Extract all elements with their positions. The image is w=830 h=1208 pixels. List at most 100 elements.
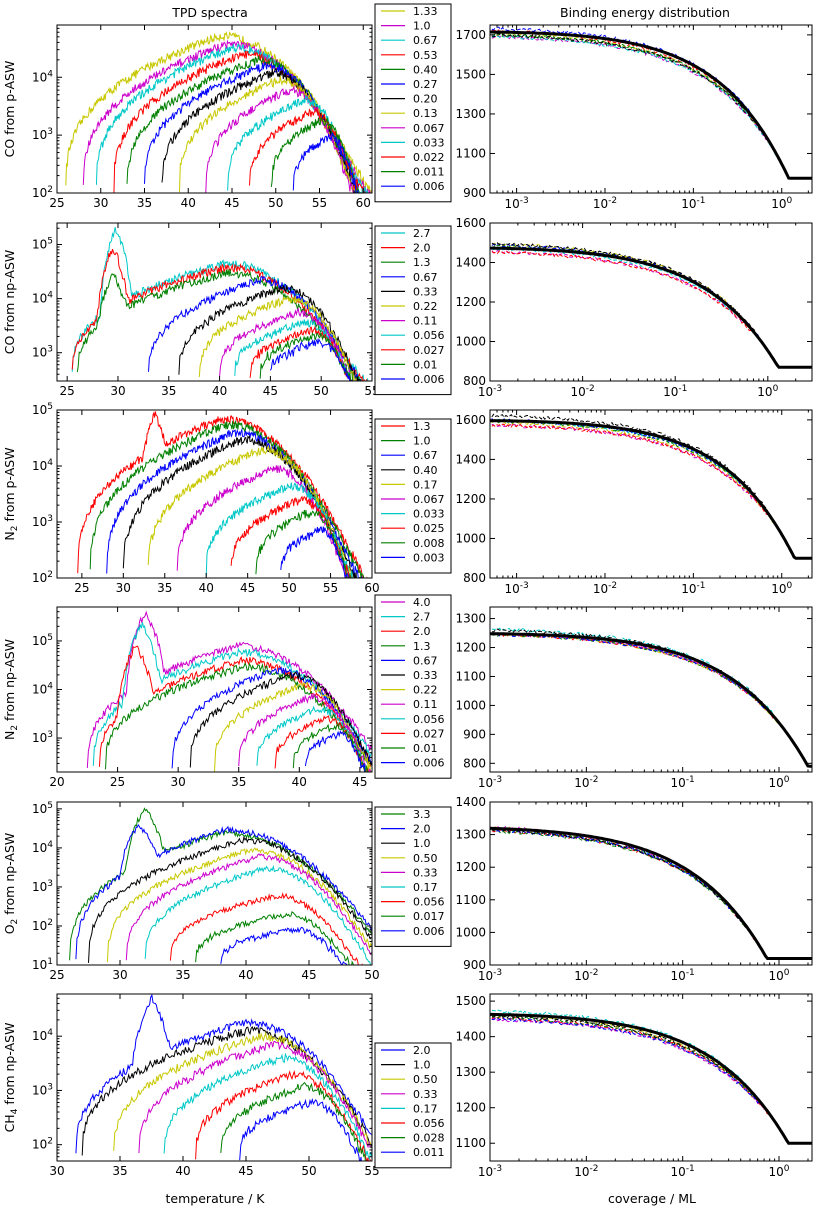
legend-label: 0.003: [413, 551, 445, 564]
be-y-tick-label: 1100: [455, 893, 486, 907]
be-axes-frame: [489, 24, 813, 194]
legend-label: 0.067: [413, 493, 445, 506]
tpd-series-0.027: [249, 325, 352, 381]
tpd-series-0.22: [198, 295, 358, 381]
be-x-tick-label: 10-2: [570, 384, 594, 399]
tpd-series-0.50: [106, 847, 372, 963]
legend-label: 0.056: [413, 896, 445, 909]
be-x-tick-label: 10-1: [671, 775, 695, 790]
tpd-series-0.017: [195, 911, 357, 965]
tpd-y-tick-label: 102: [32, 185, 53, 200]
tpd-axes-frame: [56, 801, 373, 966]
legend-label: 2.0: [413, 823, 431, 836]
tpd-x-tick-label: 25: [74, 581, 89, 595]
tpd-y-tick-label: 102: [32, 570, 53, 585]
legend-label: 0.056: [413, 713, 445, 726]
be-curves: [490, 825, 812, 961]
be-y-tick-label: 800: [463, 571, 486, 585]
be-x-tick-label: 100: [769, 1164, 790, 1179]
tpd-series-0.22: [214, 681, 372, 772]
tpd-curves: [86, 610, 372, 772]
be-data-curve-m: [491, 35, 770, 143]
tpd-x-tick-label: 30: [110, 384, 125, 398]
tpd-series-0.33: [125, 853, 372, 961]
be-y-tick-label: 1400: [455, 452, 486, 466]
panel-row-3: 25 30 35 40 45 50 55 60 102 103 104 105 N2 from p-AS…: [2, 402, 813, 596]
legend-label: 0.17: [413, 1102, 438, 1115]
be-curves: [490, 242, 812, 369]
be-curves: [490, 26, 812, 180]
be-data-curve-c: [491, 247, 767, 348]
legend-label: 0.53: [413, 49, 438, 62]
be-y-tick-label: 1000: [455, 531, 486, 545]
legend-label: 1.3: [413, 640, 431, 653]
tpd-x-tick-label: 35: [112, 1164, 127, 1178]
be-data-curve-r: [491, 423, 768, 516]
be-data-curve-k: [491, 33, 779, 160]
legend-label: 0.50: [413, 852, 438, 865]
legend-box: [374, 3, 452, 203]
be-fit-curve: [490, 1012, 812, 1145]
legend-label: 0.40: [413, 464, 438, 477]
tpd-series-1.0: [81, 1026, 372, 1156]
tpd-x-tick-label: 50: [268, 196, 283, 210]
tpd-y-tick-label: 102: [32, 918, 53, 933]
be-fit-curve: [490, 30, 812, 180]
tpd-y-tick-label: 105: [32, 402, 53, 417]
tpd-y-tick-label: 103: [32, 514, 53, 529]
tpd-series-2.0: [71, 248, 368, 381]
be-x-tick-label: 100: [771, 196, 792, 211]
tpd-series-0.17: [163, 1052, 372, 1161]
panel-row-5: 25 30 35 40 45 50 101 102 103 104 105 O2 from np-AS…: [2, 795, 813, 983]
legend-label: 4.0: [413, 596, 431, 609]
tpd-series-0.008: [255, 509, 351, 578]
tpd-y-tick-label: 103: [32, 879, 53, 894]
be-x-tick-label: 100: [757, 384, 778, 399]
tpd-y-axis-label: CO from np-ASW: [2, 250, 17, 355]
be-y-tick-label: 1600: [455, 413, 486, 427]
legend-label: 0.027: [413, 727, 445, 740]
be-data-curve-b: [491, 828, 745, 924]
tpd-series-0.025: [230, 495, 352, 578]
tpd-series-1.0: [88, 835, 372, 963]
tpd-x-tick-label: 45: [238, 1164, 253, 1178]
tpd-y-tick-label: 104: [32, 682, 53, 697]
tpd-x-tick-label: 40: [175, 1164, 190, 1178]
be-data-curve-y: [491, 420, 774, 523]
legend-label: 0.13: [413, 107, 438, 120]
legend-label: 0.033: [413, 136, 445, 149]
tpd-series-0.003: [280, 526, 349, 578]
be-x-tick-label: 10-2: [574, 775, 598, 790]
tpd-x-tick-label: 30: [116, 581, 131, 595]
be-y-tick-label: 1300: [455, 828, 486, 842]
legend-label: 1.0: [413, 20, 431, 33]
be-fit-curve: [490, 826, 812, 960]
legend-label: 0.33: [413, 866, 438, 879]
tpd-y-tick-label: 103: [32, 730, 53, 745]
tpd-series-0.67: [148, 275, 363, 381]
be-x-tick-label: 10-3: [478, 775, 502, 790]
tpd-series-0.056: [169, 892, 363, 965]
be-y-tick-label: 900: [463, 958, 486, 972]
tpd-y-tick-label: 104: [32, 840, 53, 855]
be-x-tick-label: 10-3: [504, 581, 528, 596]
be-data-curve-k: [491, 827, 749, 931]
be-y-tick-label: 1100: [455, 146, 486, 160]
be-y-tick-label: 1600: [455, 216, 486, 230]
be-y-tick-label: 1200: [455, 1101, 486, 1115]
be-x-tick-label: 10-2: [574, 1164, 598, 1179]
be-y-tick-label: 1300: [455, 612, 486, 626]
be-x-tick-label: 10-2: [593, 581, 617, 596]
be-data-curve-r: [491, 250, 754, 333]
legend-label: 0.27: [413, 78, 438, 91]
tpd-curves: [71, 227, 369, 381]
tpd-series-1.3: [77, 411, 367, 578]
tpd-axes-frame: [56, 222, 373, 382]
be-fit-curve: [490, 419, 812, 560]
tpd-y-tick-label: 103: [32, 1082, 53, 1097]
be-y-tick-label: 1500: [455, 994, 486, 1008]
be-curves: [490, 627, 812, 768]
legend-label: 0.027: [413, 344, 445, 357]
be-y-tick-label: 1400: [455, 795, 486, 809]
